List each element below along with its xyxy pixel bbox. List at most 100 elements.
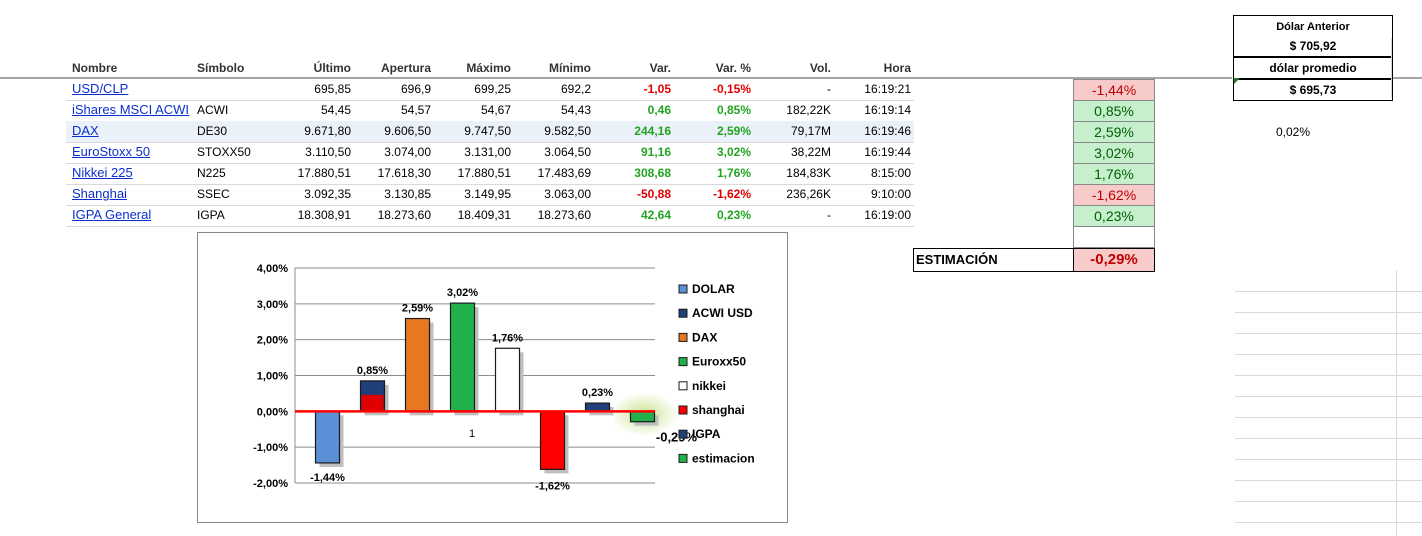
col-header-simbolo[interactable]: Símbolo (197, 61, 245, 75)
cell-open[interactable]: 9.606,50 (384, 124, 431, 138)
cell-symbol[interactable]: ACWI (197, 103, 229, 117)
cell-vol[interactable]: - (827, 82, 831, 96)
variation-cell[interactable] (1073, 226, 1155, 248)
cell-var[interactable]: 91,16 (640, 145, 671, 159)
cell-var[interactable]: 308,68 (634, 166, 671, 180)
table-row[interactable]: Shanghai SSEC 3.092,35 3.130,85 3.149,95 3.06… (66, 184, 914, 206)
cell-high[interactable]: 18.409,31 (457, 208, 511, 222)
dolar-anterior-value[interactable]: $ 705,92 (1233, 36, 1393, 57)
cell-high[interactable]: 3.131,00 (464, 145, 511, 159)
cell-var[interactable]: 244,16 (634, 124, 671, 138)
cell-vol[interactable]: 38,22M (790, 145, 831, 159)
cell-vol[interactable]: 184,83K (786, 166, 831, 180)
variation-cell[interactable]: 3,02% (1073, 142, 1155, 164)
cell-low[interactable]: 3.063,00 (544, 187, 591, 201)
cell-vol[interactable]: 79,17M (790, 124, 831, 138)
cell-varp[interactable]: -0,15% (712, 82, 751, 96)
cell-open[interactable]: 3.074,00 (384, 145, 431, 159)
cell-var[interactable]: -1,05 (643, 82, 671, 96)
col-header-varp[interactable]: Var. % (715, 61, 751, 75)
cell-open[interactable]: 17.618,30 (377, 166, 431, 180)
cell-last[interactable]: 9.671,80 (304, 124, 351, 138)
cell-time[interactable]: 9:10:00 (870, 187, 911, 201)
cell-low[interactable]: 54,43 (560, 103, 591, 117)
cell-symbol[interactable]: STOXX50 (197, 145, 251, 159)
cell-varp[interactable]: 2,59% (716, 124, 751, 138)
cell-low[interactable]: 9.582,50 (544, 124, 591, 138)
cell-high[interactable]: 3.149,95 (464, 187, 511, 201)
cell-symbol[interactable]: N225 (197, 166, 226, 180)
table-row[interactable]: DAX DE30 9.671,80 9.606,50 9.747,50 9.582,50 2… (66, 121, 914, 143)
cell-high[interactable]: 54,67 (480, 103, 511, 117)
cell-last[interactable]: 3.092,35 (304, 187, 351, 201)
instrument-link[interactable]: Nikkei 225 (72, 165, 133, 180)
table-row[interactable]: iShares MSCI ACWI ACWI 54,45 54,57 54,67 54,4… (66, 100, 914, 122)
bar-chart[interactable]: 4,00% 3,00% 2,00% 1,00% 0,00% -1,00% -2,00% -1,… (198, 233, 787, 522)
instrument-link[interactable]: DAX (72, 123, 99, 138)
cell-high[interactable]: 17.880,51 (457, 166, 511, 180)
cell-open[interactable]: 696,9 (400, 82, 431, 96)
cell-high[interactable]: 9.747,50 (464, 124, 511, 138)
cell-symbol[interactable]: DE30 (197, 124, 228, 138)
instrument-link[interactable]: USD/CLP (72, 81, 129, 96)
instrument-link[interactable]: IGPA General (72, 207, 152, 222)
side-note-value[interactable]: 0,02% (1276, 125, 1311, 139)
cell-varp[interactable]: 3,02% (716, 145, 751, 159)
dolar-promedio-value[interactable]: $ 695,73 (1233, 79, 1393, 101)
variation-cell[interactable]: 0,85% (1073, 100, 1155, 122)
cell-last[interactable]: 695,85 (314, 82, 351, 96)
col-header-apertura[interactable]: Apertura (380, 61, 431, 75)
cell-vol[interactable]: 236,26K (786, 187, 831, 201)
cell-time[interactable]: 8:15:00 (870, 166, 911, 180)
cell-high[interactable]: 699,25 (474, 82, 511, 96)
cell-time[interactable]: 16:19:14 (864, 103, 911, 117)
variation-cell[interactable]: -1,62% (1073, 184, 1155, 206)
cell-last[interactable]: 18.308,91 (297, 208, 351, 222)
chart-frame[interactable]: 4,00% 3,00% 2,00% 1,00% 0,00% -1,00% -2,00% -1,… (197, 232, 788, 523)
cell-low[interactable]: 18.273,60 (537, 208, 591, 222)
cell-vol[interactable]: - (827, 208, 831, 222)
cell-varp[interactable]: -1,62% (712, 187, 751, 201)
cell-var[interactable]: -50,88 (636, 187, 671, 201)
cell-last[interactable]: 17.880,51 (297, 166, 351, 180)
cell-symbol[interactable]: SSEC (197, 187, 230, 201)
cell-open[interactable]: 3.130,85 (384, 187, 431, 201)
variation-cell[interactable]: 0,23% (1073, 205, 1155, 227)
cell-varp[interactable]: 0,85% (716, 103, 751, 117)
variation-cell[interactable]: 2,59% (1073, 121, 1155, 143)
cell-low[interactable]: 692,2 (560, 82, 591, 96)
col-header-vol[interactable]: Vol. (809, 61, 831, 75)
cell-open[interactable]: 54,57 (400, 103, 431, 117)
cell-varp[interactable]: 1,76% (716, 166, 751, 180)
instrument-link[interactable]: EuroStoxx 50 (72, 144, 151, 159)
cell-var[interactable]: 0,46 (647, 103, 671, 117)
col-header-hora[interactable]: Hora (883, 61, 911, 75)
table-row[interactable]: USD/CLP 695,85 696,9 699,25 692,2 -1,05 -0,15%… (66, 79, 914, 101)
col-header-var[interactable]: Var. (649, 61, 671, 75)
col-header-ultimo[interactable]: Último (313, 61, 351, 75)
cell-symbol[interactable]: IGPA (197, 208, 225, 222)
cell-time[interactable]: 16:19:44 (864, 145, 911, 159)
instrument-link[interactable]: iShares MSCI ACWI (72, 102, 190, 117)
table-row[interactable]: IGPA General IGPA 18.308,91 18.273,60 18.409… (66, 205, 914, 227)
table-row[interactable]: Nikkei 225 N225 17.880,51 17.618,30 17.880,5… (66, 163, 914, 185)
cell-time[interactable]: 16:19:46 (864, 124, 911, 138)
estimation-value[interactable]: -0,29% (1073, 248, 1155, 272)
col-header-minimo[interactable]: Mínimo (549, 61, 591, 75)
cell-low[interactable]: 17.483,69 (537, 166, 591, 180)
cell-last[interactable]: 54,45 (320, 103, 351, 117)
cell-varp[interactable]: 0,23% (716, 208, 751, 222)
cell-last[interactable]: 3.110,50 (305, 145, 351, 159)
variation-cell[interactable]: 1,76% (1073, 163, 1155, 185)
cell-low[interactable]: 3.064,50 (544, 145, 591, 159)
cell-open[interactable]: 18.273,60 (377, 208, 431, 222)
col-header-nombre[interactable]: Nombre (72, 61, 118, 75)
col-header-maximo[interactable]: Máximo (466, 61, 511, 75)
cell-var[interactable]: 42,64 (640, 208, 671, 222)
table-row[interactable]: EuroStoxx 50 STOXX50 3.110,50 3.074,00 3.131… (66, 142, 914, 164)
variation-cell[interactable]: -1,44% (1073, 79, 1155, 101)
cell-time[interactable]: 16:19:00 (864, 208, 911, 222)
instrument-link[interactable]: Shanghai (72, 186, 127, 201)
cell-vol[interactable]: 182,22K (786, 103, 831, 117)
cell-time[interactable]: 16:19:21 (864, 82, 911, 96)
